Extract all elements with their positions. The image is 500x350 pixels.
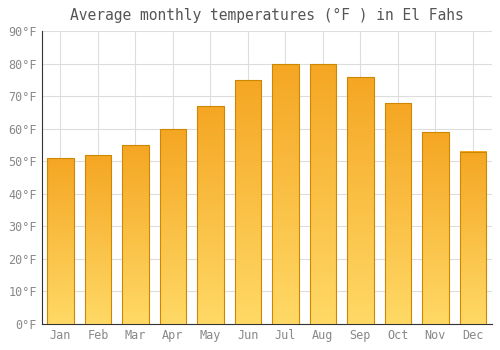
Bar (272, 64, 298, 324)
Bar (310, 64, 336, 324)
Bar (460, 152, 486, 324)
Bar (348, 77, 374, 324)
Bar (122, 145, 148, 324)
Title: Average monthly temperatures (°F ) in El Fahs: Average monthly temperatures (°F ) in El… (70, 8, 464, 23)
Bar (422, 132, 448, 324)
Bar (385, 103, 411, 324)
Bar (198, 106, 224, 324)
Bar (48, 158, 74, 324)
Bar (160, 129, 186, 324)
Bar (235, 80, 261, 324)
Bar (85, 155, 111, 324)
